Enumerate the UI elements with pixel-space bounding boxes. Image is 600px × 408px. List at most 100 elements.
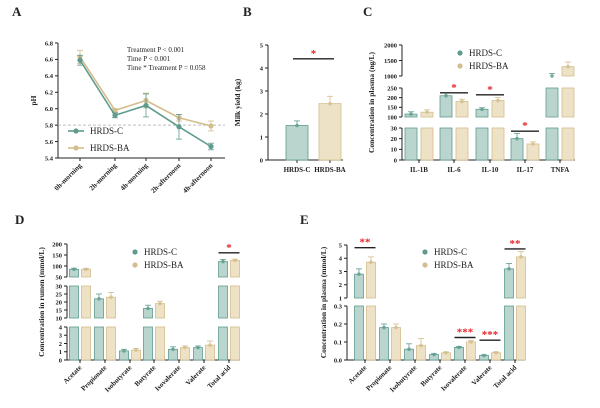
data-point xyxy=(221,259,225,264)
data-point xyxy=(444,351,448,355)
data-point xyxy=(158,301,162,306)
data-point xyxy=(328,101,332,106)
data-point xyxy=(550,74,554,78)
bar xyxy=(504,305,514,361)
bar xyxy=(354,273,364,299)
x-tick-label: 2h-morning xyxy=(88,161,119,192)
x-tick-label: 4h-morning xyxy=(119,161,150,192)
bar xyxy=(516,256,526,299)
bar xyxy=(510,138,524,161)
y-tick-label: 0 xyxy=(260,157,263,164)
legend-marker xyxy=(422,249,428,255)
legend-label: HRDS-BA xyxy=(469,61,509,71)
bar xyxy=(561,87,575,118)
panel-label: C xyxy=(363,4,372,19)
significance-marker: * xyxy=(487,84,493,96)
y-tick-label: 1 xyxy=(59,349,62,356)
y-tick-label: 30 xyxy=(391,125,398,132)
x-tick-label: IL-1B xyxy=(410,166,428,174)
y-tick-label: 20 xyxy=(391,136,398,143)
y-tick-label: 5.8 xyxy=(45,122,54,129)
x-tick-label: Valerate xyxy=(470,364,493,387)
legend-marker xyxy=(457,50,463,56)
data-point xyxy=(196,345,200,350)
y-tick-label: 10 xyxy=(56,315,63,322)
y-tick-label: 200 xyxy=(52,241,62,248)
significance-marker: *** xyxy=(457,327,474,339)
y-axis-label: Concentration in rumen (mmol/L) xyxy=(37,247,46,357)
significance-marker: ** xyxy=(510,238,522,250)
data-point xyxy=(515,136,519,141)
data-point xyxy=(295,123,299,128)
y-tick-label: 6.2 xyxy=(45,90,53,97)
bar xyxy=(420,127,434,161)
x-tick-label: TNFA xyxy=(551,166,570,174)
legend-label: HRDS-C xyxy=(434,247,467,257)
legend-marker xyxy=(73,128,79,134)
bar xyxy=(94,298,104,319)
data-point xyxy=(419,343,423,348)
y-tick-label: 6.8 xyxy=(45,40,54,47)
y-tick-label: 0.3 xyxy=(334,303,343,310)
bar xyxy=(218,261,228,278)
significance-marker: *** xyxy=(482,329,499,341)
data-point xyxy=(77,57,83,63)
data-point xyxy=(143,102,149,109)
y-tick-label: 150 xyxy=(52,252,62,259)
legend-marker xyxy=(132,249,138,255)
bar xyxy=(516,305,526,361)
y-tick-label: 5 xyxy=(260,42,264,49)
y-tick-label: 50 xyxy=(56,274,63,281)
y-tick-label: 5 xyxy=(339,242,343,249)
legend-marker xyxy=(73,145,79,151)
y-axis-label: Concentration in plasma (ng/L) xyxy=(367,51,376,153)
data-point xyxy=(482,353,486,358)
y-tick-label: 6.6 xyxy=(45,57,54,64)
bar xyxy=(466,341,476,361)
bar xyxy=(230,260,240,278)
x-tick-label: Isobutyrate xyxy=(388,364,418,394)
stats-annotation: Time * Treatment P = 0.058 xyxy=(127,64,206,72)
y-tick-label: 15 xyxy=(56,307,63,314)
significance-marker: * xyxy=(451,82,457,94)
bar xyxy=(439,127,453,161)
x-tick-label: Acetate xyxy=(347,364,369,386)
panel-label: D xyxy=(15,212,24,227)
y-tick-label: 1 xyxy=(339,295,342,302)
y-tick-label: 6.0 xyxy=(45,106,53,113)
x-tick-label: HRDS-C xyxy=(284,166,311,174)
bar xyxy=(106,296,116,319)
y-tick-label: 4 xyxy=(260,65,264,72)
data-point xyxy=(507,267,511,271)
data-point xyxy=(432,352,436,357)
stats-annotation: Treatment P < 0.001 xyxy=(127,46,185,54)
y-tick-label: 2 xyxy=(339,282,342,289)
data-point xyxy=(134,348,138,352)
data-point xyxy=(97,297,101,301)
data-point xyxy=(460,99,464,104)
legend-label: HRDS-BA xyxy=(90,143,130,153)
bar xyxy=(69,285,79,319)
bar xyxy=(318,103,342,161)
bar xyxy=(230,285,240,319)
data-point xyxy=(208,123,214,129)
bar xyxy=(205,344,215,361)
bar xyxy=(416,345,426,361)
data-point xyxy=(112,112,118,118)
bar xyxy=(545,127,559,161)
bar xyxy=(218,285,228,319)
x-tick-label: IL-17 xyxy=(517,166,534,174)
bar xyxy=(230,326,240,361)
data-point xyxy=(176,124,182,130)
data-point xyxy=(171,347,175,352)
y-tick-label: 3 xyxy=(260,88,264,95)
bar xyxy=(379,327,389,361)
y-tick-label: 150 xyxy=(387,105,397,112)
bar xyxy=(366,305,376,361)
y-axis-label: Concentration in plasma (mmol/L) xyxy=(319,246,328,358)
data-point xyxy=(407,347,411,352)
y-tick-label: 20 xyxy=(56,299,63,306)
bar xyxy=(285,125,309,161)
y-tick-label: 0.2 xyxy=(334,321,342,328)
